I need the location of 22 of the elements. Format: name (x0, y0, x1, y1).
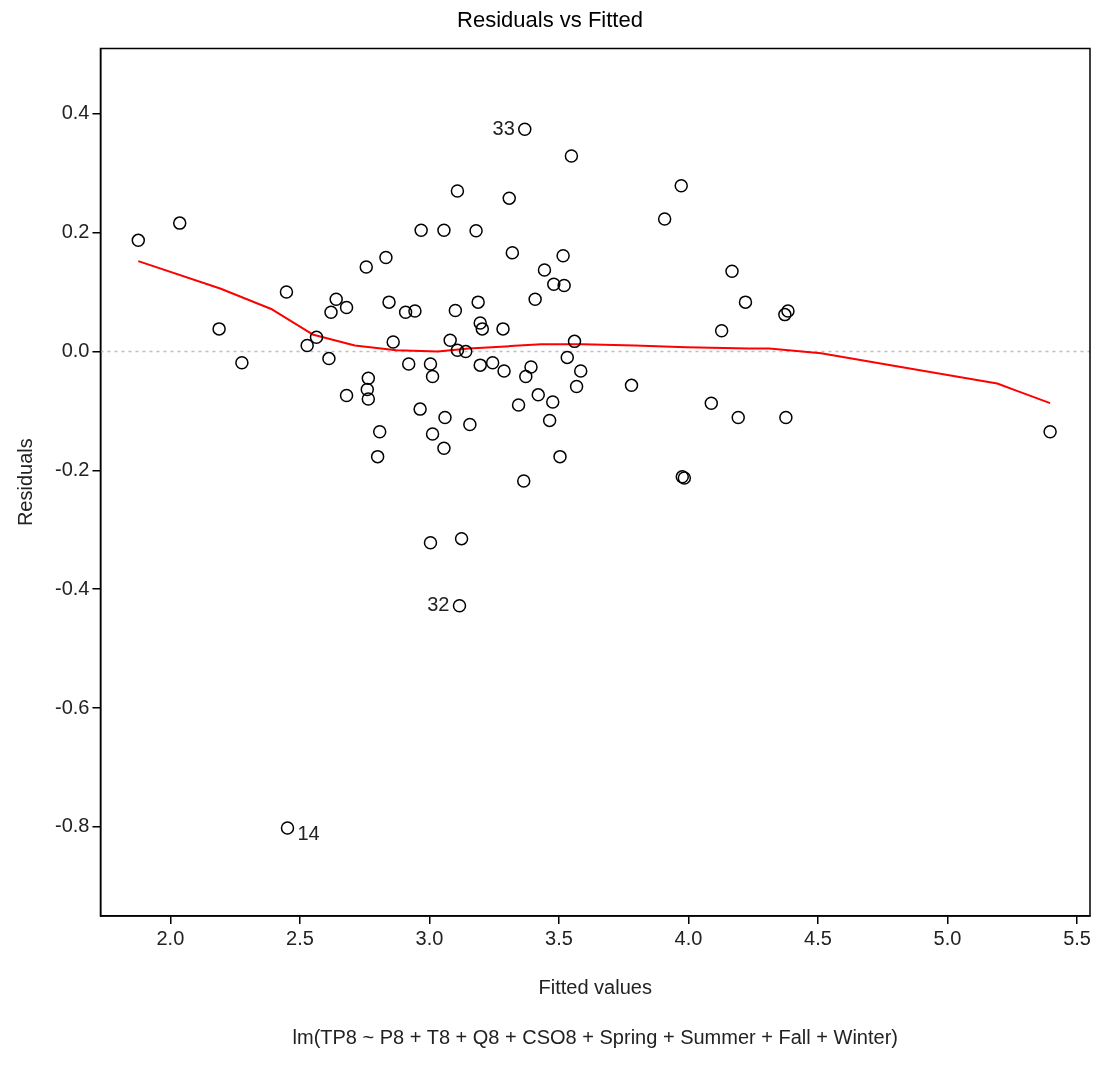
y-tick-label: 0.4 (61, 101, 90, 124)
text: lm(TP8 ~ P8 + T8 + Q8 + CSO8 + Spring + Summer + Fall + Winter) (292, 1025, 898, 1048)
x-tick-label: 4.5 (804, 926, 832, 949)
y-axis-title: Residuals (13, 438, 36, 527)
chart-title: Residuals vs Fitted (457, 7, 643, 33)
x-axis-title: Fitted values (538, 975, 652, 998)
x-tick-label: 5.0 (933, 926, 962, 949)
y-tick-label: -0.2 (54, 457, 90, 480)
x-tick-label: 4.0 (674, 926, 703, 949)
annotation: 32 (427, 593, 450, 616)
x-tick-label: 5.5 (1063, 926, 1091, 949)
y-tick-label: -0.4 (54, 576, 90, 599)
annotation: 14 (297, 821, 320, 844)
x-tick-label: 2.5 (286, 926, 314, 949)
y-tick-label: -0.6 (54, 695, 90, 718)
x-tick-label: 2.0 (156, 926, 185, 949)
annotation: 33 (492, 116, 515, 139)
x-tick-label: 3.5 (545, 926, 573, 949)
y-tick-label: 0.2 (61, 220, 90, 243)
y-tick-label: 0.0 (61, 338, 90, 361)
x-tick-label: 3.0 (415, 926, 444, 949)
y-tick-label: -0.8 (54, 814, 90, 837)
